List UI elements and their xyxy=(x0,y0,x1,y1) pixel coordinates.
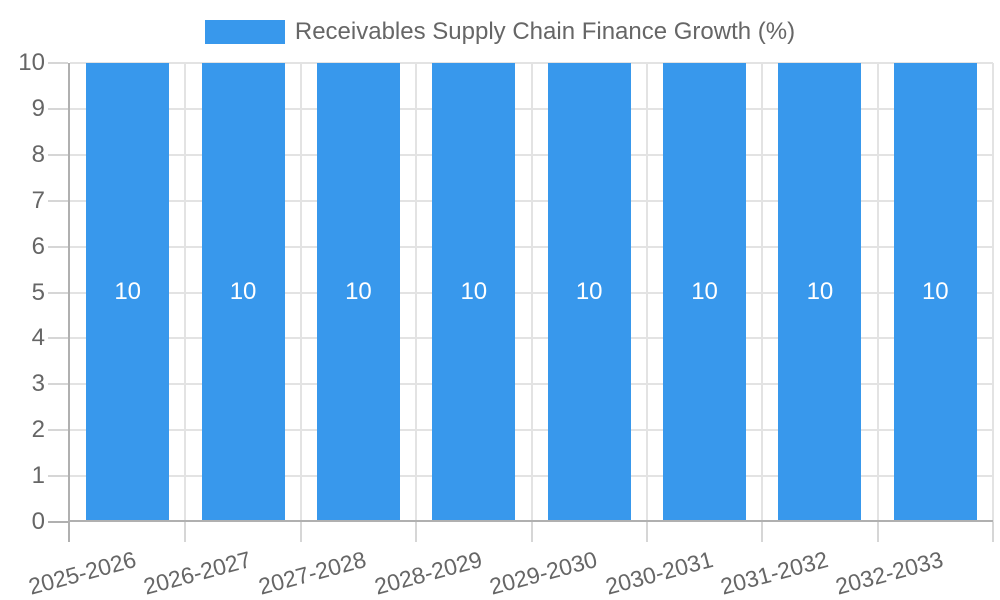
y-axis-tick xyxy=(48,291,68,294)
gridline-vertical xyxy=(184,63,187,522)
y-tick-label: 2 xyxy=(31,416,45,444)
y-tick-label: 4 xyxy=(31,324,45,352)
y-axis-tick xyxy=(48,107,68,110)
x-tick-label: 2031-2032 xyxy=(717,546,831,600)
y-axis-line xyxy=(68,63,70,542)
y-axis-tick xyxy=(48,383,68,386)
bar-value-label: 10 xyxy=(806,277,834,305)
bar[interactable]: 10 xyxy=(432,63,516,520)
legend-item[interactable]: Receivables Supply Chain Finance Growth … xyxy=(204,18,796,46)
x-tick-label: 2026-2027 xyxy=(140,546,254,600)
x-tick-label: 2032-2033 xyxy=(833,546,947,600)
x-axis-tick xyxy=(992,522,994,542)
y-tick-label: 8 xyxy=(31,140,45,168)
bar[interactable]: 10 xyxy=(201,63,285,520)
gridline-vertical xyxy=(645,63,648,522)
x-axis-tick xyxy=(184,522,187,542)
y-tick-label: 1 xyxy=(31,462,45,490)
y-tick-label: 0 xyxy=(31,508,45,535)
gridline-vertical xyxy=(876,63,879,522)
y-axis-tick xyxy=(48,199,68,202)
bar[interactable]: 10 xyxy=(778,63,862,520)
y-axis-tick xyxy=(48,153,68,156)
gridline-vertical xyxy=(530,63,533,522)
y-tick-label: 6 xyxy=(31,232,45,260)
bar[interactable]: 10 xyxy=(663,63,747,520)
x-axis-tick xyxy=(876,522,879,542)
bar-value-label: 10 xyxy=(691,277,718,305)
x-axis-tick xyxy=(645,522,648,542)
bar-value-label: 10 xyxy=(345,277,372,305)
bar[interactable]: 10 xyxy=(547,63,631,520)
bar-value-label: 10 xyxy=(921,277,949,305)
x-tick-label: 2030-2031 xyxy=(602,546,716,600)
x-axis-tick xyxy=(299,522,302,542)
y-axis-tick xyxy=(48,475,68,478)
y-axis-tick xyxy=(48,62,68,64)
y-axis-tick xyxy=(48,245,68,248)
y-tick-label: 9 xyxy=(31,94,45,122)
y-axis-tick xyxy=(48,429,68,432)
bar-value-label: 10 xyxy=(460,277,488,305)
legend: Receivables Supply Chain Finance Growth … xyxy=(0,18,1000,46)
legend-swatch-icon xyxy=(204,20,285,44)
y-tick-label: 10 xyxy=(18,49,45,76)
y-tick-label: 5 xyxy=(31,278,45,306)
x-axis-tick xyxy=(761,522,764,542)
x-axis-tick xyxy=(530,522,533,542)
x-axis-tick xyxy=(415,522,418,542)
bar-value-label: 10 xyxy=(229,277,257,305)
y-tick-label: 7 xyxy=(31,186,45,214)
x-tick-label: 2028-2029 xyxy=(371,546,485,600)
gridline-vertical xyxy=(415,63,418,522)
gridline-vertical xyxy=(992,63,994,522)
x-tick-label: 2027-2028 xyxy=(256,546,370,600)
gridline-vertical xyxy=(761,63,764,522)
x-tick-label: 2025-2026 xyxy=(25,546,139,600)
bar[interactable]: 10 xyxy=(893,63,977,520)
x-axis-line xyxy=(68,520,993,522)
bar-value-label: 10 xyxy=(575,277,603,305)
bar-value-label: 10 xyxy=(114,277,142,305)
legend-label: Receivables Supply Chain Finance Growth … xyxy=(294,18,796,45)
y-axis-tick xyxy=(48,337,68,340)
bar[interactable]: 10 xyxy=(316,63,400,520)
y-tick-label: 3 xyxy=(31,370,45,398)
x-tick-label: 2029-2030 xyxy=(486,546,600,600)
y-axis-tick xyxy=(48,521,68,523)
gridline-vertical xyxy=(299,63,302,522)
bar[interactable]: 10 xyxy=(86,63,170,520)
